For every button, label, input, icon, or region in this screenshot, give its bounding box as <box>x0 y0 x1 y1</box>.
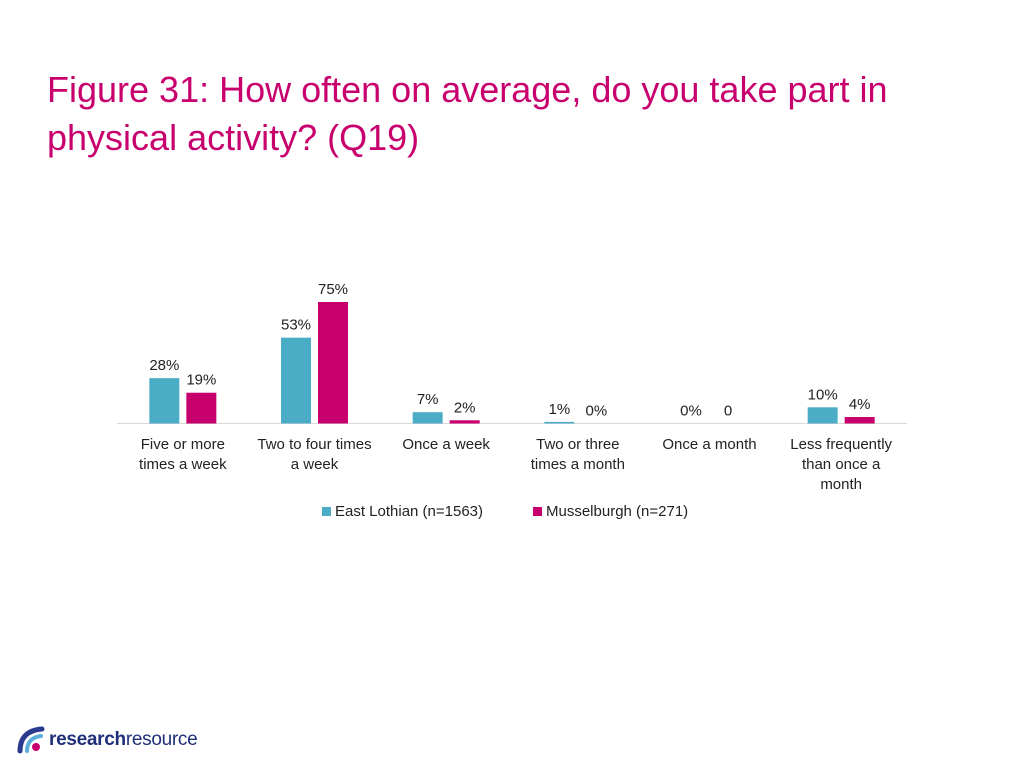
bar-musselburgh-0 <box>186 392 217 424</box>
category-label-5-1: than once a <box>802 456 881 473</box>
category-label-4-0: Once a month <box>662 436 756 453</box>
category-label-2-0: Once a week <box>402 436 490 453</box>
data-label-musselburgh-5: 4% <box>849 396 871 413</box>
bar-east-lothian-3 <box>544 421 575 424</box>
bar-east-lothian-5 <box>807 407 838 424</box>
bar-east-lothian-1 <box>281 337 311 424</box>
category-label-1-0: Two to four times <box>257 436 371 453</box>
logo-text-resource: resource <box>125 729 198 750</box>
bar-east-lothian-0 <box>149 378 180 424</box>
research-resource-logo: researchresource <box>16 722 198 758</box>
category-label-3-0: Two or three <box>536 436 619 453</box>
data-label-east-lothian-5: 10% <box>808 386 838 403</box>
data-label-east-lothian-0: 28% <box>149 357 179 374</box>
logo-swirl-icon <box>17 726 45 754</box>
category-label-3-1: times a month <box>531 456 625 473</box>
bar-musselburgh-5 <box>844 417 875 424</box>
legend-swatch-musselburgh <box>533 507 542 516</box>
legend-label-musselburgh: Musselburgh (n=271) <box>546 503 688 520</box>
page-title: Figure 31: How often on average, do you … <box>47 69 888 158</box>
logo-text-research: research <box>49 729 126 750</box>
data-label-musselburgh-3: 0% <box>585 403 607 420</box>
data-label-east-lothian-4: 0% <box>680 403 702 420</box>
category-label-1-1: a week <box>291 456 339 473</box>
category-label-5-2: month <box>820 476 862 493</box>
legend-label-east-lothian: East Lothian (n=1563) <box>335 503 483 520</box>
data-label-musselburgh-2: 2% <box>454 399 476 416</box>
data-label-musselburgh-0: 19% <box>186 372 216 389</box>
data-label-east-lothian-3: 1% <box>548 401 570 418</box>
category-label-5-0: Less frequently <box>790 436 892 453</box>
data-label-musselburgh-1: 75% <box>318 281 348 298</box>
category-label-0-1: times a week <box>139 456 227 473</box>
bar-east-lothian-2 <box>412 412 443 424</box>
bar-musselburgh-2 <box>449 420 480 424</box>
data-label-east-lothian-1: 53% <box>281 317 311 334</box>
data-label-east-lothian-2: 7% <box>417 391 439 408</box>
legend-swatch-east-lothian <box>322 507 331 516</box>
category-label-0-0: Five or more <box>141 436 225 453</box>
bar-musselburgh-1 <box>318 302 348 424</box>
data-label-musselburgh-4: 0 <box>724 403 732 420</box>
